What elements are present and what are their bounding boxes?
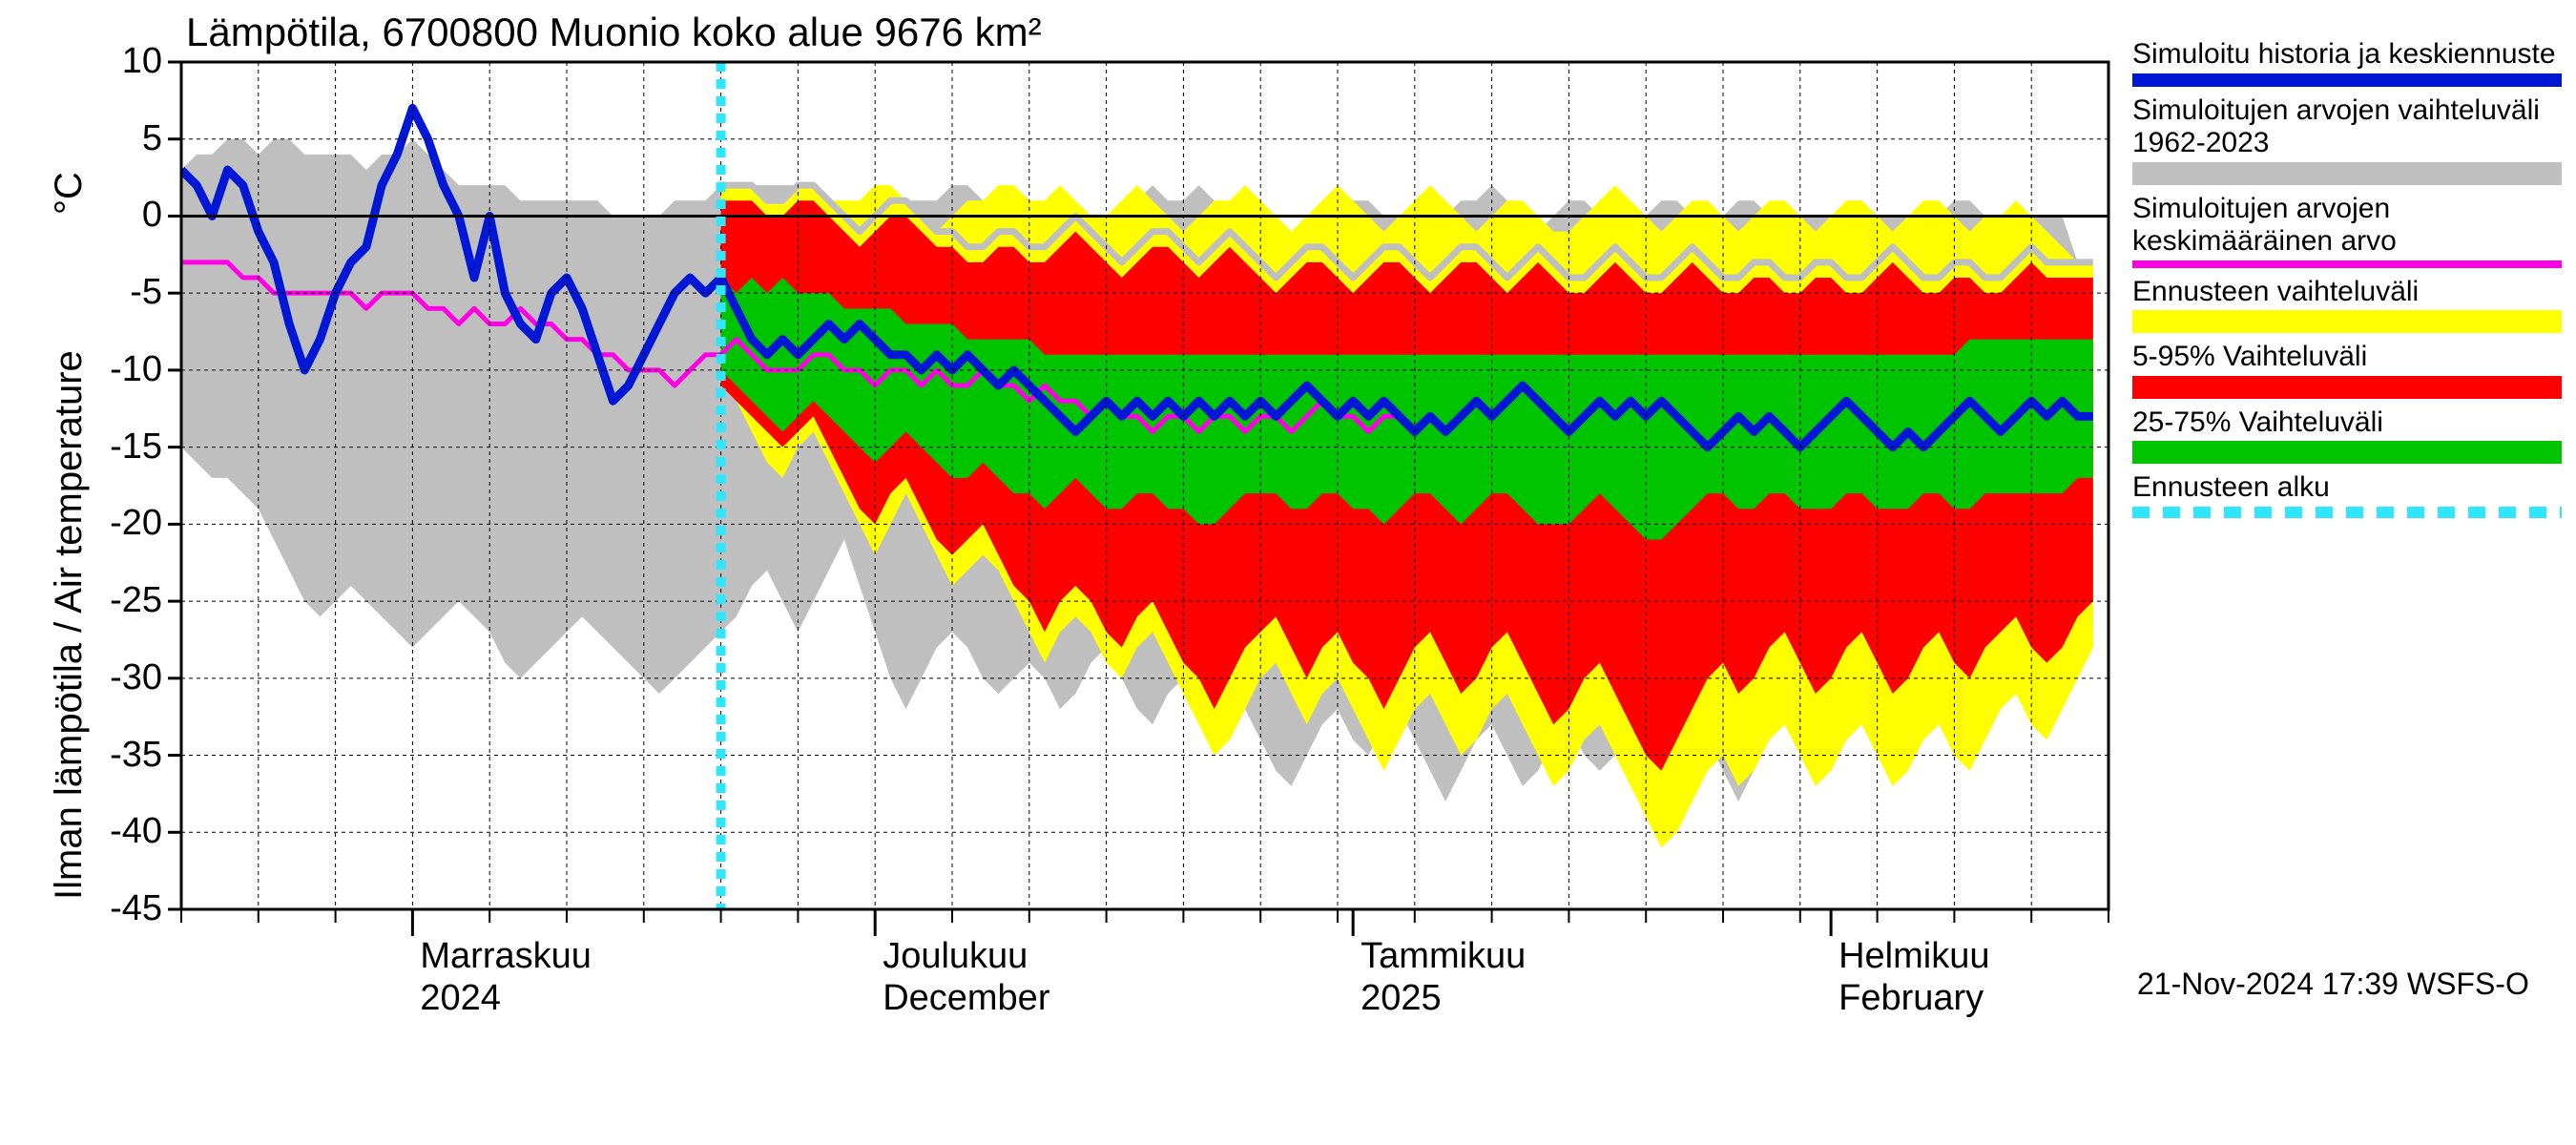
xtick-label-month: Joulukuu bbox=[883, 936, 1028, 977]
legend-swatch bbox=[2132, 162, 2562, 185]
legend-swatch bbox=[2132, 260, 2562, 268]
legend-label: 5-95% Vaihteluväli bbox=[2132, 341, 2562, 374]
legend-label: Ennusteen vaihteluväli bbox=[2132, 276, 2562, 309]
ytick-label: 5 bbox=[76, 118, 162, 159]
legend-label: Simuloitujen arvojen keskimääräinen arvo bbox=[2132, 193, 2562, 259]
legend-swatch bbox=[2132, 507, 2562, 518]
legend-label: Simuloitu historia ja keskiennuste bbox=[2132, 38, 2562, 72]
legend-swatch bbox=[2132, 376, 2562, 399]
y-axis-unit: °C bbox=[48, 172, 91, 215]
xtick-label-sub: February bbox=[1839, 978, 1984, 1019]
xtick-label-month: Tammikuu bbox=[1361, 936, 1526, 977]
ytick-label: 10 bbox=[76, 41, 162, 82]
legend-item: 25-75% Vaihteluväli bbox=[2132, 406, 2562, 465]
legend: Simuloitu historia ja keskiennuste Simulo… bbox=[2132, 38, 2562, 526]
legend-item: Simuloitujen arvojen keskimääräinen arvo bbox=[2132, 193, 2562, 268]
legend-item: Ennusteen alku bbox=[2132, 471, 2562, 518]
xtick-label-sub: 2024 bbox=[420, 978, 501, 1019]
xtick-label-sub: December bbox=[883, 978, 1049, 1019]
legend-item: 5-95% Vaihteluväli bbox=[2132, 341, 2562, 399]
legend-swatch bbox=[2132, 441, 2562, 464]
legend-swatch bbox=[2132, 310, 2562, 333]
xtick-label-sub: 2025 bbox=[1361, 978, 1442, 1019]
legend-item: Simuloitujen arvojen vaihteluväli 1962-2… bbox=[2132, 94, 2562, 185]
xtick-label-month: Helmikuu bbox=[1839, 936, 1989, 977]
legend-label: Simuloitujen arvojen vaihteluväli 1962-2… bbox=[2132, 94, 2562, 160]
xtick-label-month: Marraskuu bbox=[420, 936, 592, 977]
timestamp: 21-Nov-2024 17:39 WSFS-O bbox=[2137, 967, 2529, 1002]
legend-item: Simuloitu historia ja keskiennuste bbox=[2132, 38, 2562, 87]
chart-title: Lämpötila, 6700800 Muonio koko alue 9676… bbox=[186, 10, 1042, 55]
legend-label: Ennusteen alku bbox=[2132, 471, 2562, 505]
ytick-label: -5 bbox=[76, 272, 162, 313]
legend-label: 25-75% Vaihteluväli bbox=[2132, 406, 2562, 440]
legend-item: Ennusteen vaihteluväli bbox=[2132, 276, 2562, 334]
y-axis-label: Ilman lämpötila / Air temperature bbox=[48, 350, 91, 900]
legend-swatch bbox=[2132, 73, 2562, 87]
